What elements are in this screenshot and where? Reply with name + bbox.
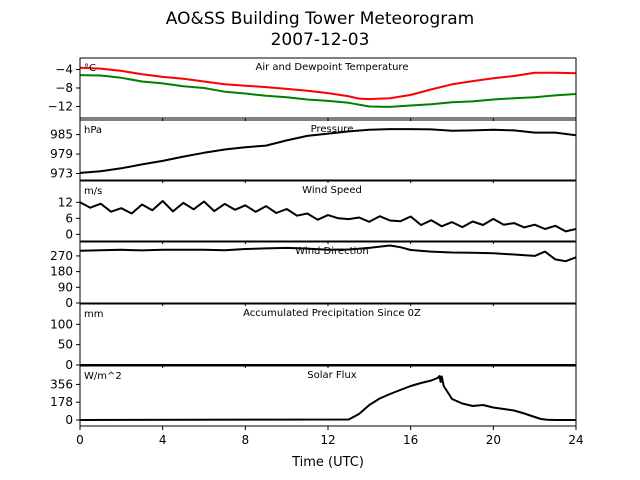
y-tick-label: 0: [65, 227, 73, 241]
x-axis: 0 4 8 12 16 20 24: [76, 433, 583, 447]
panel-5: 100 50 0 mm Accumulated Precipitation Since …: [50, 303, 577, 372]
y-tick-label: 270: [50, 249, 73, 263]
panel-2: 985 979 973 hPa Pressure: [50, 119, 577, 183]
y-tick-label: 50: [58, 338, 73, 352]
x-tick-label: 24: [568, 433, 583, 447]
series-line-3-1: [80, 200, 576, 233]
panels-group: −4 −8 −12 °C Air and Dewpoint Temperature 985…: [48, 57, 577, 430]
panel-title: Air and Dewpoint Temperature: [256, 62, 409, 73]
x-tick-label: 20: [486, 433, 501, 447]
x-tick-label: 12: [320, 433, 335, 447]
x-axis-label: Time (UTC): [291, 455, 364, 470]
series-line-2-1: [80, 128, 576, 174]
unit-label: m/s: [84, 186, 102, 197]
panel-title: Solar Flux: [307, 370, 357, 381]
y-tick-label: 100: [50, 317, 73, 331]
y-tick-label: 12: [58, 195, 73, 209]
unit-label: °C: [84, 63, 96, 74]
y-tick-label: 979: [50, 147, 73, 161]
y-tick-label: 985: [50, 128, 73, 142]
series-line-1-2: [80, 74, 576, 108]
unit-label: hPa: [84, 125, 102, 136]
y-tick-label: 356: [50, 377, 73, 391]
panel-3: 12 6 0 m/s Wind Speed: [58, 180, 577, 244]
unit-label: mm: [84, 309, 103, 320]
y-tick-label: 973: [50, 167, 73, 181]
series-line-1-1: [80, 66, 576, 101]
panel-title: Accumulated Precipitation Since 0Z: [243, 308, 421, 319]
panel-1: −4 −8 −12 °C Air and Dewpoint Temperature: [48, 57, 577, 121]
y-tick-label: 90: [58, 280, 73, 294]
y-tick-label: 0: [65, 413, 73, 427]
series-line-4-1: [80, 244, 576, 263]
series-line-6-1: [80, 375, 576, 421]
unit-label: W/m^2: [84, 371, 122, 382]
y-tick-label: 6: [65, 211, 73, 225]
panel-title: Pressure: [311, 124, 354, 135]
x-tick-label: 4: [159, 433, 167, 447]
y-tick-label: 180: [50, 265, 73, 279]
panel-title: Wind Speed: [302, 185, 362, 196]
y-tick-label: 0: [65, 296, 73, 310]
x-tick-label: 16: [403, 433, 418, 447]
figure-title: AO&SS Building Tower Meteorogram: [166, 9, 474, 29]
x-tick-label: 0: [76, 433, 84, 447]
x-tick-label: 8: [242, 433, 250, 447]
y-tick-label: −8: [55, 81, 73, 95]
y-tick-label: 178: [50, 395, 73, 409]
panel-title: Wind Direction: [295, 246, 369, 257]
y-tick-label: 0: [65, 358, 73, 372]
figure-subtitle: 2007-12-03: [271, 30, 370, 50]
y-tick-label: −12: [48, 99, 73, 113]
y-tick-label: −4: [55, 63, 73, 77]
panel-6: 356 178 0 W/m^2 Solar Flux: [50, 365, 577, 430]
